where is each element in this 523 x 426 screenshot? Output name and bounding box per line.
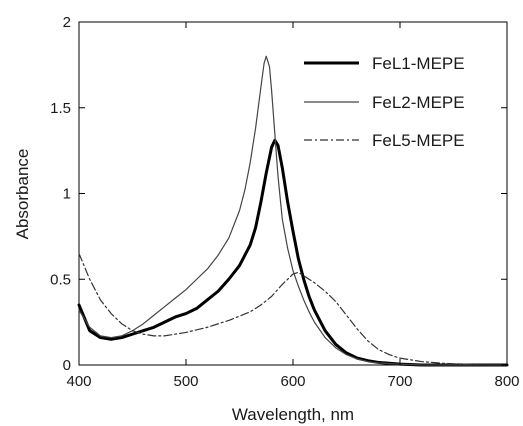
x-tick-label: 700 xyxy=(387,373,412,390)
x-tick-label: 500 xyxy=(173,373,198,390)
x-tick-label: 400 xyxy=(66,373,91,390)
x-axis-title: Wavelength, nm xyxy=(232,405,354,424)
series-line-1 xyxy=(77,138,509,367)
legend-label-3: FeL5-MEPE xyxy=(372,131,465,150)
y-tick-label: 0 xyxy=(63,357,71,374)
legend-label-2: FeL2-MEPE xyxy=(372,93,465,112)
legend-label-1: FeL1-MEPE xyxy=(372,54,465,73)
legend: FeL1-MEPE FeL2-MEPE FeL5-MEPE xyxy=(304,54,465,150)
plot-area xyxy=(78,21,508,366)
series-group xyxy=(77,55,509,367)
x-tick-label: 600 xyxy=(280,373,305,390)
x-tick-label: 800 xyxy=(494,373,519,390)
plot-frame xyxy=(78,21,508,366)
y-tick-label: 0.5 xyxy=(50,271,71,288)
y-tick-label: 2 xyxy=(63,14,71,31)
series-line-3 xyxy=(78,252,508,366)
y-axis-title: Absorbance xyxy=(13,149,32,240)
y-tick-label: 1 xyxy=(63,186,71,203)
y-tick-label: 1.5 xyxy=(50,100,71,117)
ticks-group: 400 500 600 700 800 0 0.5 1 1.5 2 xyxy=(50,14,519,390)
series-line-2 xyxy=(78,55,508,366)
